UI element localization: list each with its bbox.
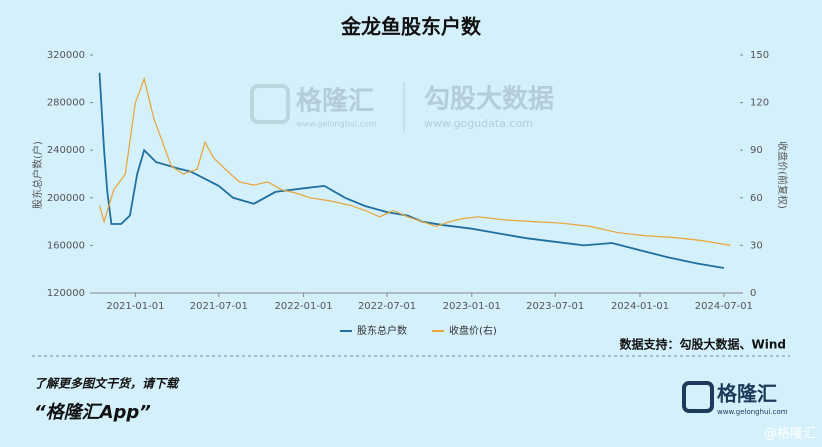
source: 数据支持：勾股大数据、Wind bbox=[620, 337, 786, 352]
y-tick-label: 240000 bbox=[47, 145, 85, 156]
logo-url: www.gelonghui.com bbox=[717, 408, 788, 416]
watermark-brand: 格隆汇 bbox=[296, 86, 374, 117]
y2-tick-label: 30 bbox=[750, 240, 763, 251]
y2-tick-label: 60 bbox=[750, 193, 763, 204]
logo-icon bbox=[682, 381, 714, 413]
y-tick-label: 160000 bbox=[47, 240, 85, 251]
x-tick-label: 2022-07-01 bbox=[358, 301, 416, 312]
watermark-partner-url: www.gogudata.com bbox=[424, 117, 533, 130]
x-tick-label: 2021-01-01 bbox=[106, 301, 164, 312]
y2-tick-label: 0 bbox=[750, 288, 756, 299]
y-tick-label: 280000 bbox=[47, 98, 85, 109]
legend-label: 收盘价(右) bbox=[449, 324, 497, 337]
footer-text: 了解更多图文干货，请下载 bbox=[34, 377, 180, 391]
y-axis-label: 股东总户数(户) bbox=[31, 141, 44, 209]
y2-tick-label: 120 bbox=[750, 98, 769, 109]
x-tick-label: 2024-07-01 bbox=[695, 301, 753, 312]
y2-axis-label: 收盘价(前复权) bbox=[776, 141, 789, 209]
y2-tick-label: 150 bbox=[750, 50, 769, 61]
x-tick-label: 2023-01-01 bbox=[443, 301, 501, 312]
x-tick-label: 2021-07-01 bbox=[190, 301, 248, 312]
legend-label: 股东总户数 bbox=[357, 324, 407, 337]
y2-tick-label: 90 bbox=[750, 145, 763, 156]
x-tick-label: 2022-01-01 bbox=[275, 301, 333, 312]
y-tick-label: 120000 bbox=[47, 288, 85, 299]
chart-title: 金龙鱼股东户数 bbox=[340, 15, 482, 39]
x-tick-label: 2023-07-01 bbox=[526, 301, 584, 312]
watermark-url: www.gelonghui.com bbox=[296, 120, 377, 129]
watermark-partner: 勾股大数据 bbox=[424, 85, 554, 115]
series-line bbox=[98, 76, 731, 246]
x-tick-label: 2024-01-01 bbox=[611, 301, 669, 312]
credit: @格隆汇 bbox=[764, 426, 816, 442]
y-tick-label: 200000 bbox=[47, 193, 85, 204]
y-tick-label: 320000 bbox=[47, 50, 85, 61]
watermark-icon bbox=[250, 84, 290, 124]
logo: 格隆汇 bbox=[717, 382, 777, 406]
series-line bbox=[98, 72, 725, 269]
watermark: 格隆汇 www.gelonghui.com 勾股大数据 www.gogudata… bbox=[250, 82, 554, 132]
footer-app: “格隆汇App” bbox=[34, 402, 151, 423]
